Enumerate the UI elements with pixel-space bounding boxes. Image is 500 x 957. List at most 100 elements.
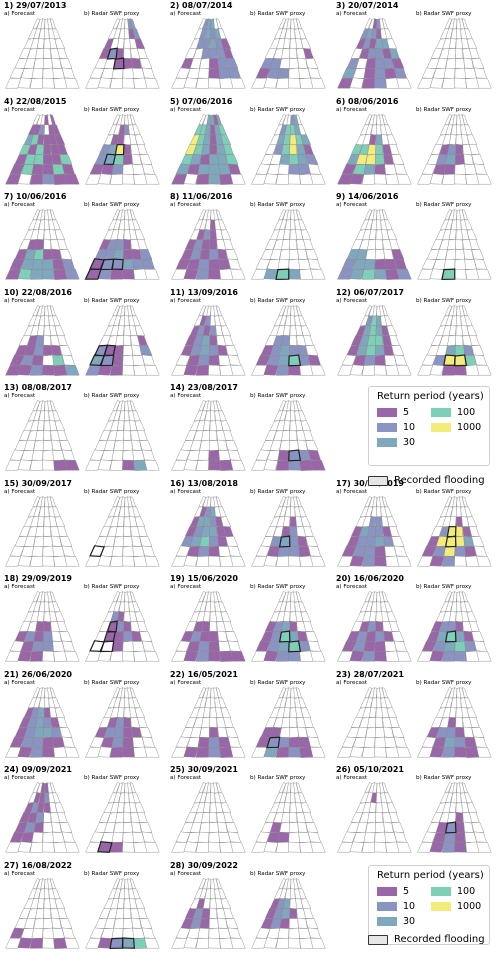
recorded-flooding-outline [114, 143, 125, 155]
catchment [122, 268, 135, 280]
catchment [230, 746, 246, 757]
subtitle-forecast: a) Forecast [336, 106, 368, 113]
catchment [230, 173, 246, 184]
catchment [289, 47, 298, 59]
map-forecast-1 [171, 18, 246, 89]
catchment [109, 650, 123, 662]
catchment [134, 706, 146, 718]
catchment [277, 640, 290, 652]
event-title: 12) 06/07/2017 [336, 287, 404, 297]
subtitle-forecast: a) Forecast [4, 297, 36, 304]
catchment [476, 842, 492, 853]
catchment [64, 746, 80, 757]
event-title: 16) 13/08/2018 [170, 478, 238, 488]
subtitle-forecast: a) Forecast [170, 393, 202, 399]
catchment [197, 163, 210, 175]
catchment [275, 459, 289, 471]
catchment [396, 173, 412, 184]
catchment [42, 77, 55, 89]
catchment [5, 746, 22, 757]
catchment [386, 38, 398, 50]
catchment [42, 841, 55, 853]
catchment [288, 173, 301, 184]
catchment [42, 58, 53, 69]
catchment [337, 364, 354, 375]
catchment [195, 555, 209, 567]
catchment [42, 459, 55, 471]
catchment [277, 927, 290, 939]
legend-bottom: Return period (years) 5 10 30 100 1000 [368, 865, 490, 945]
catchment [374, 746, 387, 757]
legend-swatch-5 [377, 408, 397, 417]
catchment [375, 811, 384, 823]
catchment [59, 344, 73, 356]
subtitle-forecast: a) Forecast [4, 775, 36, 781]
recorded-flooding-outline [89, 544, 106, 557]
event-title: 14) 23/08/2017 [170, 383, 238, 392]
catchment [275, 650, 289, 662]
catchment [471, 153, 485, 165]
catchment [208, 841, 221, 853]
catchment [199, 726, 211, 738]
subtitle-radar: b) Radar SWF proxy [250, 679, 306, 686]
catchment [454, 364, 467, 375]
catchment [476, 746, 492, 757]
catchment [374, 535, 385, 547]
catchment [337, 842, 354, 853]
catchment [305, 631, 319, 642]
catchment [363, 640, 376, 652]
catchment [43, 334, 52, 346]
catchment [171, 746, 188, 757]
event-title: 28) 30/09/2022 [170, 860, 238, 870]
catchment [289, 811, 298, 823]
catchment [429, 172, 445, 184]
catchment [466, 229, 478, 241]
catchment [277, 258, 290, 270]
catchment [349, 77, 365, 89]
catchment [209, 334, 218, 346]
catchment [386, 229, 398, 241]
catchment [17, 459, 33, 471]
catchment [208, 153, 219, 165]
subtitle-radar: b) Radar SWF proxy [416, 11, 472, 17]
catchment [97, 745, 113, 757]
map-forecast-0 [5, 18, 80, 89]
recorded-flooding-outline [278, 534, 291, 548]
catchment [31, 831, 44, 843]
subtitle-radar: b) Radar SWF proxy [416, 202, 472, 208]
map-forecast-4 [171, 113, 246, 185]
catchment [33, 57, 45, 70]
legend-item-30: 30 [377, 916, 415, 927]
catchment [17, 363, 33, 375]
catchment [275, 173, 289, 185]
event-title: 8) 11/06/2016 [170, 192, 233, 201]
catchment [208, 917, 219, 929]
catchment [454, 726, 465, 738]
catchment [42, 822, 53, 833]
catchment [144, 842, 160, 853]
catchment [199, 630, 211, 643]
catchment [277, 67, 290, 79]
subtitle-radar: b) Radar SWF proxy [84, 297, 140, 304]
catchment [455, 334, 464, 346]
catchment [5, 842, 22, 853]
recorded-flooding-outline [84, 268, 102, 280]
catchment [251, 937, 268, 948]
catchment [5, 555, 22, 566]
map-forecast-17 [337, 495, 412, 567]
map-forecast-11 [337, 304, 412, 376]
catchment [396, 746, 412, 757]
catchment [208, 249, 219, 260]
catchment [33, 153, 45, 165]
catchment [429, 77, 445, 89]
legend-swatch-100 [431, 887, 451, 896]
event-panel: 6) 08/06/2016 a) Forecast b) Radar SWF pro… [332, 96, 498, 190]
catchment [230, 269, 246, 280]
catchment [220, 133, 232, 145]
catchment [111, 831, 124, 843]
catchment [310, 555, 326, 566]
catchment [279, 917, 291, 929]
catchment [42, 344, 53, 356]
catchment [225, 153, 239, 165]
catchment [183, 363, 199, 375]
